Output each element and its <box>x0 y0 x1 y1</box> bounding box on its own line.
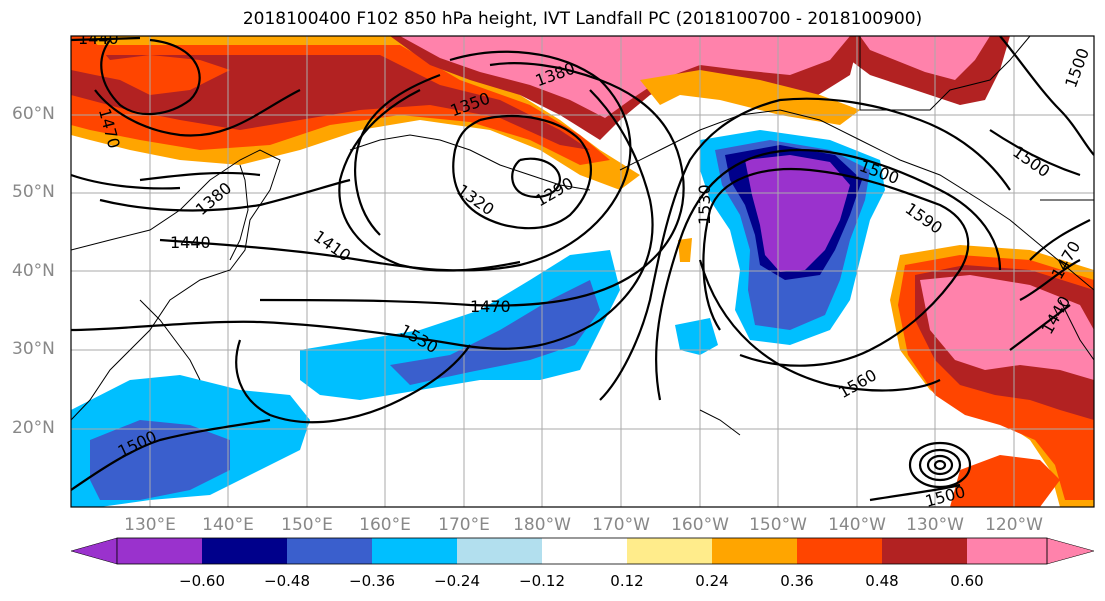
lon-label: 140°E <box>202 515 254 535</box>
colorbar-tick-label: −0.48 <box>264 572 310 590</box>
lon-label: 130°W <box>906 515 964 535</box>
lon-label: 150°W <box>749 515 807 535</box>
lon-label: 160°W <box>671 515 729 535</box>
colorbar-tick-label: 0.36 <box>780 572 814 590</box>
contour-label: 1470 <box>470 297 511 316</box>
ivt-shading <box>71 36 1094 507</box>
lat-label-40n: 40°N <box>12 261 55 281</box>
lon-label: 130°E <box>124 515 176 535</box>
gridlines <box>71 36 1094 507</box>
lon-label: 170°E <box>438 515 490 535</box>
colorbar-tick-label: −0.12 <box>519 572 565 590</box>
negative-band-midpacific <box>300 250 620 400</box>
lat-label-50n: 50°N <box>12 182 55 202</box>
lat-label-20n: 20°N <box>12 418 55 438</box>
lon-label: 140°W <box>828 515 886 535</box>
colorbar-tick-label: −0.36 <box>349 572 395 590</box>
colorbar-tick-label: 0.12 <box>610 572 644 590</box>
lon-label: 120°W <box>985 515 1043 535</box>
contour-label: 1440 <box>170 233 211 252</box>
lat-label-60n: 60°N <box>12 104 55 124</box>
colorbar-tick-label: 0.24 <box>695 572 729 590</box>
colorbar-tick-label: −0.60 <box>179 572 225 590</box>
figure-title: 2018100400 F102 850 hPa height, IVT Land… <box>242 9 923 29</box>
contour-label: 1530 <box>695 184 714 225</box>
colorbar <box>70 537 1095 565</box>
contour-label: 1440 <box>78 29 119 48</box>
colorbar-tick-label: −0.24 <box>434 572 480 590</box>
lon-label: 170°W <box>592 515 650 535</box>
colorbar-tick-label: 0.60 <box>950 572 984 590</box>
height-contours <box>71 36 1094 502</box>
lat-label-30n: 30°N <box>12 339 55 359</box>
lon-label: 150°E <box>281 515 333 535</box>
lon-label: 180°W <box>513 515 571 535</box>
lon-label: 160°E <box>359 515 411 535</box>
colorbar-tick-label: 0.48 <box>865 572 899 590</box>
